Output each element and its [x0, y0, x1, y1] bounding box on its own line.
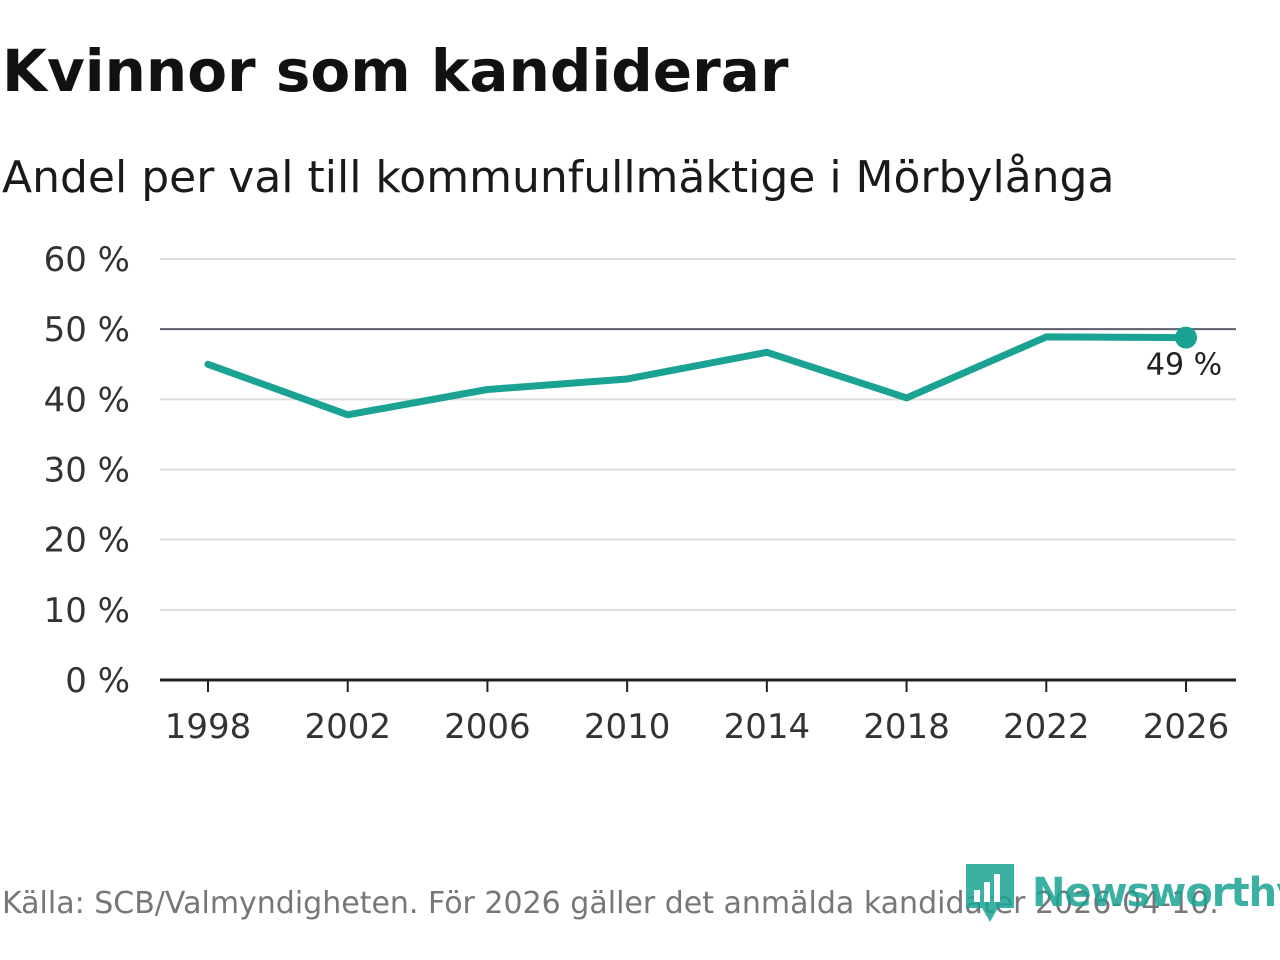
x-tick-label: 2010: [584, 707, 671, 747]
y-tick-label: 10 %: [44, 591, 130, 631]
y-tick-label: 20 %: [44, 521, 130, 561]
x-tick-label: 2022: [1003, 707, 1090, 747]
x-tick-label: 2026: [1143, 707, 1230, 747]
y-tick-label: 30 %: [44, 451, 130, 491]
brand-name: Newsworthy: [1032, 870, 1280, 916]
chart-title: Kvinnor som kandiderar: [2, 37, 789, 105]
y-tick-label: 0 %: [65, 661, 130, 701]
x-tick-label: 2002: [304, 707, 391, 747]
chart-subtitle: Andel per val till kommunfullmäktige i M…: [2, 152, 1115, 203]
y-tick-label: 40 %: [44, 380, 130, 420]
end-value-label: 49 %: [1146, 348, 1222, 383]
bar-chart-logo-icon: [966, 864, 1014, 922]
x-tick-label: 1998: [165, 707, 252, 747]
y-tick-label: 60 %: [44, 240, 130, 280]
x-tick-label: 2014: [724, 707, 811, 747]
x-tick-label: 2006: [444, 707, 531, 747]
brand-logo: Newsworthy: [964, 862, 1280, 924]
x-tick-label: 2018: [863, 707, 950, 747]
end-point-2026: [1175, 326, 1197, 349]
line-chart: 0 % 10 % 20 % 30 % 40 % 50 % 60 % 1998 2002 2006 2…: [44, 240, 1236, 747]
series-line: [204, 333, 1190, 419]
source-note: Källa: SCB/Valmyndigheten. För 2026 gäll…: [2, 886, 1219, 921]
y-tick-label: 50 %: [44, 310, 130, 350]
